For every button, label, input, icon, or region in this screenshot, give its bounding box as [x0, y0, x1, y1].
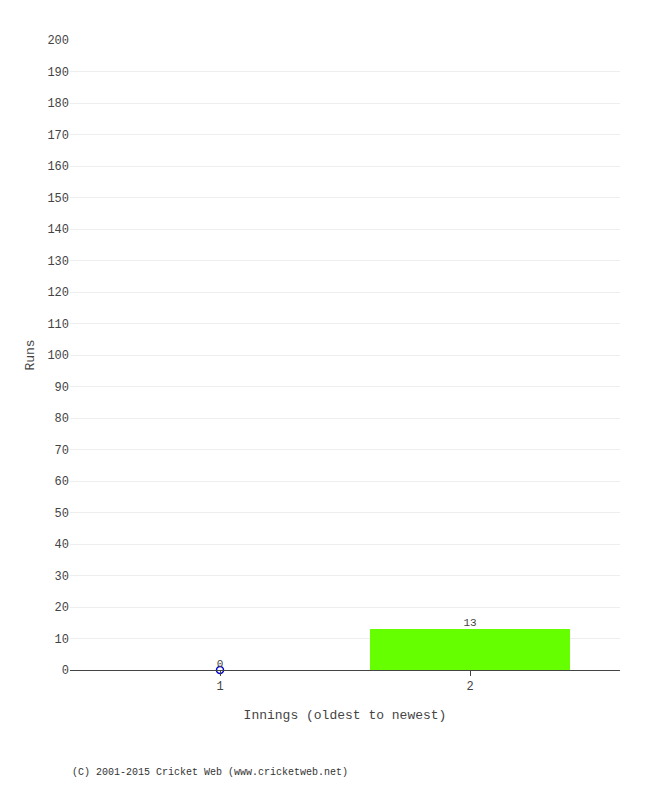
svg-text:30: 30: [55, 570, 69, 584]
svg-text:0: 0: [217, 658, 224, 670]
svg-text:190: 190: [47, 66, 69, 80]
svg-text:40: 40: [55, 538, 69, 552]
svg-text:180: 180: [47, 97, 69, 111]
svg-text:Innings (oldest to newest): Innings (oldest to newest): [244, 708, 447, 723]
svg-text:150: 150: [47, 192, 69, 206]
svg-text:120: 120: [47, 286, 69, 300]
svg-text:110: 110: [47, 318, 69, 332]
svg-text:140: 140: [47, 223, 69, 237]
svg-text:170: 170: [47, 129, 69, 143]
svg-text:160: 160: [47, 160, 69, 174]
svg-text:10: 10: [55, 633, 69, 647]
svg-text:13: 13: [463, 617, 476, 629]
svg-text:(C) 2001-2015 Cricket Web (www: (C) 2001-2015 Cricket Web (www.cricketwe…: [72, 767, 348, 778]
svg-text:200: 200: [47, 34, 69, 48]
svg-text:70: 70: [55, 444, 69, 458]
svg-text:20: 20: [55, 601, 69, 615]
svg-text:1: 1: [216, 680, 223, 694]
svg-text:80: 80: [55, 412, 69, 426]
svg-text:0: 0: [62, 664, 69, 678]
svg-text:130: 130: [47, 255, 69, 269]
svg-text:100: 100: [47, 349, 69, 363]
svg-text:90: 90: [55, 381, 69, 395]
svg-text:Runs: Runs: [23, 339, 38, 370]
svg-text:2: 2: [466, 680, 473, 694]
svg-text:60: 60: [55, 475, 69, 489]
svg-text:50: 50: [55, 507, 69, 521]
